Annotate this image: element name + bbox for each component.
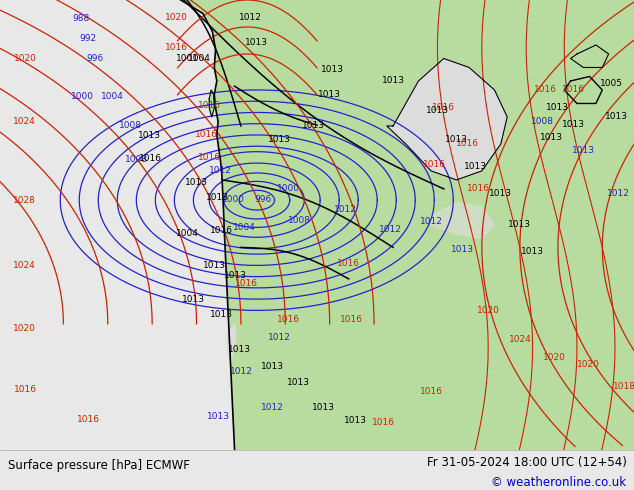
Text: 1020: 1020: [543, 353, 566, 362]
Text: 1028: 1028: [13, 196, 36, 205]
Text: Surface pressure [hPa] ECMWF: Surface pressure [hPa] ECMWF: [8, 459, 190, 471]
Text: 1016: 1016: [139, 154, 162, 163]
Text: 1013: 1013: [344, 416, 366, 425]
Text: 1001: 1001: [176, 54, 198, 63]
Text: 1013: 1013: [203, 261, 226, 270]
Text: 1012: 1012: [261, 403, 284, 412]
Text: 1005: 1005: [600, 79, 623, 88]
Text: 1013: 1013: [138, 131, 160, 140]
Text: 1000: 1000: [222, 195, 245, 204]
Text: 1004: 1004: [101, 92, 124, 101]
Text: 1013: 1013: [445, 135, 468, 144]
Text: 1016: 1016: [467, 184, 490, 194]
Text: 996: 996: [86, 54, 104, 63]
Text: 1016: 1016: [562, 85, 585, 95]
Text: 1012: 1012: [230, 367, 252, 376]
Text: 1013: 1013: [321, 65, 344, 74]
Text: 1008: 1008: [119, 122, 141, 130]
Text: 1013: 1013: [268, 135, 290, 144]
Text: 1016: 1016: [77, 415, 100, 424]
Text: 1013: 1013: [382, 76, 404, 85]
Text: 1013: 1013: [464, 162, 487, 171]
Text: 1016: 1016: [423, 160, 446, 169]
Polygon shape: [209, 90, 214, 117]
Text: 1013: 1013: [605, 112, 628, 122]
Text: Fr 31-05-2024 18:00 UTC (12+54): Fr 31-05-2024 18:00 UTC (12+54): [427, 456, 626, 469]
Polygon shape: [571, 45, 609, 68]
Text: 1020: 1020: [577, 360, 600, 369]
Text: 1012: 1012: [334, 205, 357, 214]
Text: 1016: 1016: [456, 140, 479, 148]
Text: 1013: 1013: [245, 38, 268, 47]
Text: 1016: 1016: [432, 103, 455, 113]
Text: 1016: 1016: [14, 385, 37, 393]
Text: 1008: 1008: [531, 117, 553, 126]
Polygon shape: [387, 58, 507, 180]
Text: 1013: 1013: [302, 122, 325, 130]
Text: 1008: 1008: [125, 155, 148, 164]
Text: 1012: 1012: [239, 14, 262, 23]
Text: 1013: 1013: [182, 294, 205, 304]
Text: 1013: 1013: [185, 178, 208, 187]
Text: 1012: 1012: [378, 225, 401, 234]
Text: 1004: 1004: [176, 229, 199, 239]
Text: 1004: 1004: [188, 54, 211, 63]
Text: 1016: 1016: [195, 130, 217, 140]
Polygon shape: [564, 76, 602, 103]
Text: 1013: 1013: [451, 245, 474, 254]
Text: 1016: 1016: [210, 226, 233, 235]
Text: 1020: 1020: [13, 324, 36, 333]
Text: 1000: 1000: [71, 92, 94, 101]
Text: 1013: 1013: [562, 120, 585, 129]
Text: 1016: 1016: [277, 315, 300, 324]
Text: 1013: 1013: [508, 220, 531, 229]
Polygon shape: [181, 0, 634, 450]
Text: 988: 988: [72, 14, 90, 24]
Text: 1013: 1013: [207, 412, 230, 420]
Text: 1013: 1013: [287, 378, 309, 387]
Text: 1008: 1008: [288, 216, 311, 225]
Text: 1013: 1013: [572, 146, 595, 155]
Text: 1013: 1013: [261, 362, 284, 371]
Text: 1016: 1016: [198, 101, 221, 110]
Text: 1013: 1013: [547, 103, 569, 113]
Polygon shape: [227, 324, 236, 365]
Text: 1020: 1020: [477, 306, 500, 315]
Text: 1016: 1016: [340, 315, 363, 324]
Text: 1004: 1004: [233, 222, 256, 232]
Text: 1013: 1013: [318, 90, 341, 99]
Text: 992: 992: [79, 34, 96, 43]
Text: 1000: 1000: [277, 184, 300, 194]
Text: 1018: 1018: [613, 382, 634, 392]
Text: © weatheronline.co.uk: © weatheronline.co.uk: [491, 476, 626, 490]
Text: 1016: 1016: [165, 43, 188, 52]
Text: 1013: 1013: [210, 310, 233, 319]
Text: 1016: 1016: [372, 418, 395, 427]
Text: 1016: 1016: [198, 153, 221, 162]
Text: 1012: 1012: [607, 189, 630, 198]
Text: 1024: 1024: [508, 335, 531, 344]
Text: 1013: 1013: [489, 189, 512, 198]
Text: 1016: 1016: [420, 387, 443, 396]
Text: 1013: 1013: [224, 271, 247, 280]
Text: 996: 996: [254, 195, 272, 204]
Text: 1024: 1024: [13, 117, 36, 126]
Text: 1013: 1013: [521, 247, 544, 256]
Text: 1012: 1012: [268, 333, 290, 342]
Text: 1024: 1024: [13, 261, 36, 270]
Text: 1016: 1016: [337, 259, 360, 268]
Text: 1013: 1013: [312, 403, 335, 412]
Polygon shape: [431, 202, 495, 239]
Text: 1012: 1012: [420, 217, 443, 226]
Text: 1020: 1020: [165, 14, 188, 23]
Text: 1016: 1016: [534, 85, 557, 95]
Text: 1013: 1013: [540, 133, 563, 142]
Text: 1016: 1016: [235, 279, 257, 288]
Text: 1020: 1020: [14, 54, 37, 63]
Text: 1013: 1013: [228, 345, 251, 354]
Text: 1012: 1012: [209, 167, 232, 175]
Text: 1013: 1013: [206, 194, 229, 202]
Text: 1013: 1013: [426, 106, 449, 115]
